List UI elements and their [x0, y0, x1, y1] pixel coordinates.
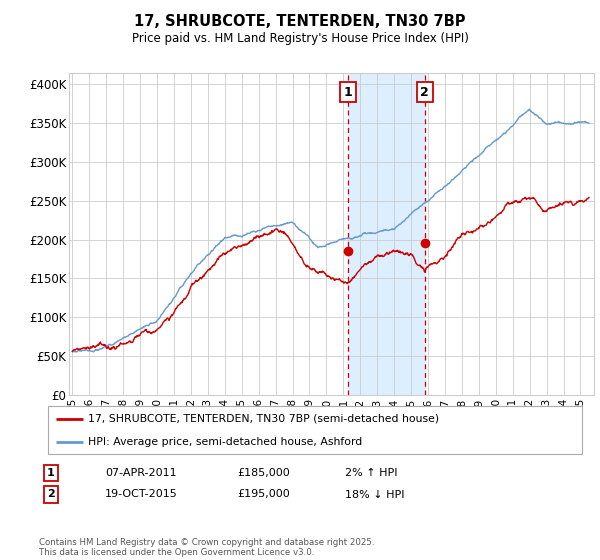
Text: £195,000: £195,000 [237, 489, 290, 500]
Text: 07-APR-2011: 07-APR-2011 [105, 468, 176, 478]
Text: 2: 2 [420, 86, 429, 99]
Text: Price paid vs. HM Land Registry's House Price Index (HPI): Price paid vs. HM Land Registry's House … [131, 32, 469, 45]
Text: 2: 2 [47, 489, 55, 500]
Text: HPI: Average price, semi-detached house, Ashford: HPI: Average price, semi-detached house,… [88, 437, 362, 447]
Text: 2% ↑ HPI: 2% ↑ HPI [345, 468, 398, 478]
Text: 17, SHRUBCOTE, TENTERDEN, TN30 7BP: 17, SHRUBCOTE, TENTERDEN, TN30 7BP [134, 14, 466, 29]
Text: 18% ↓ HPI: 18% ↓ HPI [345, 489, 404, 500]
Text: £185,000: £185,000 [237, 468, 290, 478]
Text: 1: 1 [344, 86, 352, 99]
Bar [348, 73, 425, 395]
Text: 17, SHRUBCOTE, TENTERDEN, TN30 7BP (semi-detached house): 17, SHRUBCOTE, TENTERDEN, TN30 7BP (semi… [88, 414, 439, 424]
Text: 19-OCT-2015: 19-OCT-2015 [105, 489, 178, 500]
Text: 1: 1 [47, 468, 55, 478]
Text: Contains HM Land Registry data © Crown copyright and database right 2025.
This d: Contains HM Land Registry data © Crown c… [39, 538, 374, 557]
FancyBboxPatch shape [48, 406, 582, 454]
